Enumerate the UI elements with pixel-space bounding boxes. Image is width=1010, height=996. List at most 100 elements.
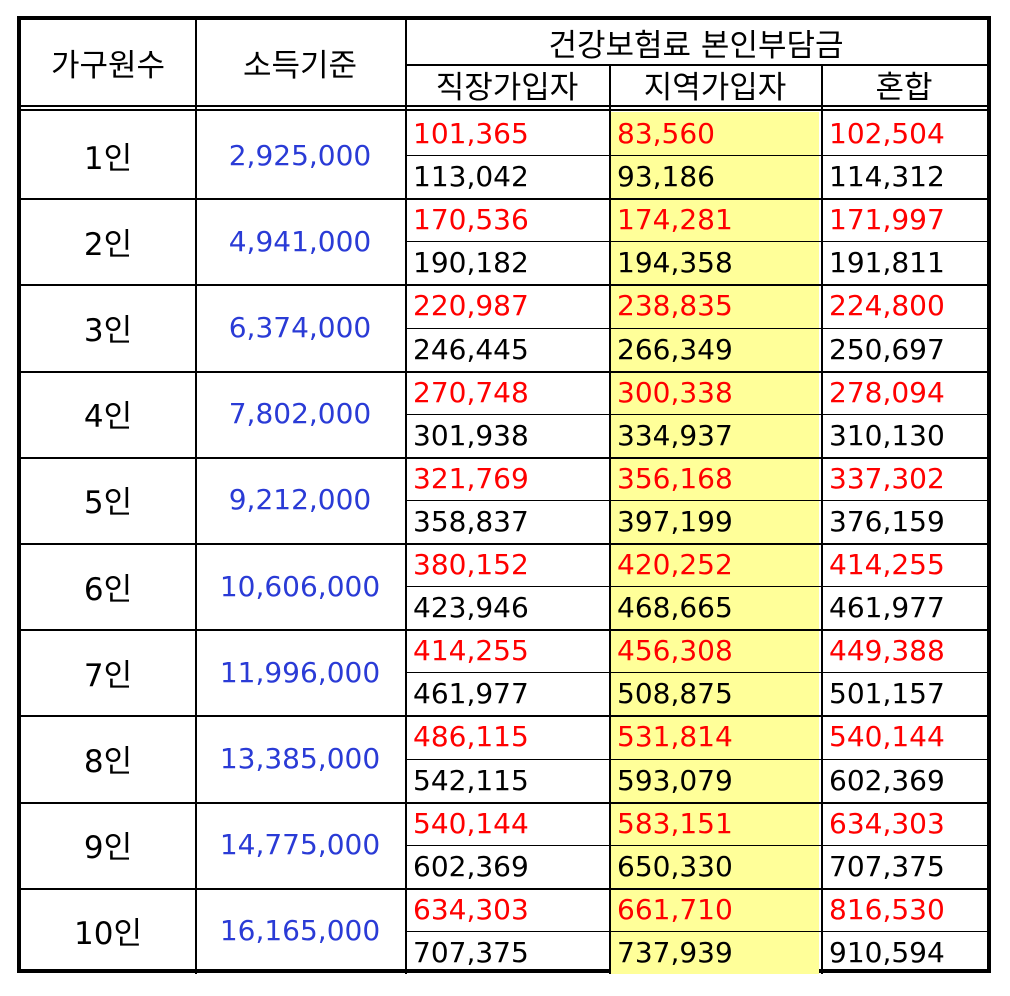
row-line <box>21 370 987 373</box>
mixed-value-lower: 376,159 <box>829 504 945 538</box>
regional-value-upper: 456,308 <box>617 634 733 668</box>
row-line <box>21 629 987 632</box>
row-line <box>21 715 987 718</box>
regional-value-lower: 194,358 <box>617 246 733 280</box>
regional-value-upper: 238,835 <box>617 289 733 323</box>
mixed-value-lower: 707,375 <box>829 849 945 883</box>
employee-value-lower: 461,977 <box>413 677 529 711</box>
income-cell: 14,775,000 <box>219 828 381 862</box>
employee-value-lower: 113,042 <box>413 160 529 194</box>
row-line <box>21 543 987 545</box>
regional-value-lower: 737,939 <box>617 935 733 969</box>
mixed-value-lower: 501,157 <box>829 677 945 711</box>
regional-value-upper: 300,338 <box>617 375 733 409</box>
mixed-value-lower: 191,811 <box>829 246 945 280</box>
employee-value-upper: 321,769 <box>413 461 529 495</box>
household-cell: 7인 <box>83 657 133 694</box>
row-line <box>21 198 987 201</box>
sub-row-line <box>405 413 987 415</box>
sub-row-line <box>405 672 987 674</box>
mixed-value-upper: 224,800 <box>829 289 945 323</box>
regional-value-lower: 397,199 <box>617 504 733 538</box>
sub-row-line <box>405 844 987 846</box>
household-cell: 10인 <box>74 916 142 953</box>
employee-value-upper: 540,144 <box>413 806 529 840</box>
sub-row-line <box>405 499 987 501</box>
regional-value-upper: 420,252 <box>617 548 733 582</box>
income-cell: 9,212,000 <box>228 483 372 517</box>
household-cell: 1인 <box>83 140 133 177</box>
regional-value-lower: 468,665 <box>617 591 733 625</box>
income-cell: 2,925,000 <box>228 138 372 172</box>
employee-value-upper: 634,303 <box>413 892 529 926</box>
mixed-value-lower: 310,130 <box>829 418 945 452</box>
mixed-value-lower: 602,369 <box>829 763 945 797</box>
header-premium-group: 건강보험료 본인부담금 <box>548 27 844 64</box>
household-cell: 6인 <box>83 571 133 608</box>
household-cell: 9인 <box>83 830 133 867</box>
regional-value-lower: 93,186 <box>617 160 715 194</box>
header-regional: 지역가입자 <box>643 70 787 106</box>
mixed-value-upper: 816,530 <box>829 892 945 926</box>
mixed-value-upper: 540,144 <box>829 720 945 754</box>
employee-value-upper: 170,536 <box>413 203 529 237</box>
col-line-4 <box>821 64 823 974</box>
mixed-value-lower: 910,594 <box>829 935 945 969</box>
mixed-value-upper: 414,255 <box>829 548 945 582</box>
regional-value-upper: 356,168 <box>617 461 733 495</box>
income-cell: 7,802,000 <box>228 397 372 431</box>
mixed-value-upper: 102,504 <box>829 117 945 151</box>
regional-value-lower: 266,349 <box>617 332 733 366</box>
regional-value-upper: 661,710 <box>617 892 733 926</box>
household-cell: 8인 <box>83 743 133 780</box>
header-mixed: 혼합 <box>875 70 933 106</box>
household-cell: 3인 <box>83 312 133 349</box>
regional-value-upper: 174,281 <box>617 203 733 237</box>
row-line <box>21 801 987 804</box>
regional-value-lower: 593,079 <box>617 763 733 797</box>
sub-row-line <box>405 930 987 932</box>
regional-value-upper: 83,560 <box>617 117 715 151</box>
household-cell: 2인 <box>83 226 133 263</box>
income-cell: 16,165,000 <box>219 914 381 948</box>
sub-row-line <box>405 586 987 588</box>
mixed-value-lower: 461,977 <box>829 591 945 625</box>
regional-value-lower: 650,330 <box>617 849 733 883</box>
regional-value-lower: 334,937 <box>617 418 733 452</box>
employee-value-upper: 486,115 <box>413 720 529 754</box>
employee-value-upper: 380,152 <box>413 548 529 582</box>
income-cell: 11,996,000 <box>219 655 381 689</box>
household-cell: 4인 <box>83 399 133 436</box>
mixed-value-upper: 337,302 <box>829 461 945 495</box>
sub-row-line <box>405 758 987 760</box>
header-employee: 직장가입자 <box>435 70 579 106</box>
row-line <box>21 284 987 287</box>
regional-value-upper: 531,814 <box>617 720 733 754</box>
employee-value-lower: 602,369 <box>413 849 529 883</box>
row-line <box>21 456 987 459</box>
mixed-value-upper: 278,094 <box>829 375 945 409</box>
mixed-value-upper: 634,303 <box>829 806 945 840</box>
col-line-2 <box>405 20 407 974</box>
mixed-value-upper: 449,388 <box>829 634 945 668</box>
row-line <box>21 887 987 890</box>
header-double-line-top <box>21 105 987 107</box>
employee-value-lower: 707,375 <box>413 935 529 969</box>
employee-value-lower: 358,837 <box>413 504 529 538</box>
header-household: 가구원수 <box>50 48 166 84</box>
employee-value-lower: 423,946 <box>413 591 529 625</box>
sub-row-line <box>405 155 987 157</box>
income-cell: 6,374,000 <box>228 310 372 344</box>
employee-value-lower: 542,115 <box>413 763 529 797</box>
mixed-value-upper: 171,997 <box>829 203 945 237</box>
header-income: 소득기준 <box>242 48 358 84</box>
income-cell: 10,606,000 <box>219 569 381 603</box>
employee-value-lower: 301,938 <box>413 418 529 452</box>
regional-value-lower: 508,875 <box>617 677 733 711</box>
employee-value-upper: 220,987 <box>413 289 529 323</box>
employee-value-lower: 246,445 <box>413 332 529 366</box>
regional-value-upper: 583,151 <box>617 806 733 840</box>
mixed-value-lower: 114,312 <box>829 160 945 194</box>
header-mid-line <box>405 64 987 66</box>
